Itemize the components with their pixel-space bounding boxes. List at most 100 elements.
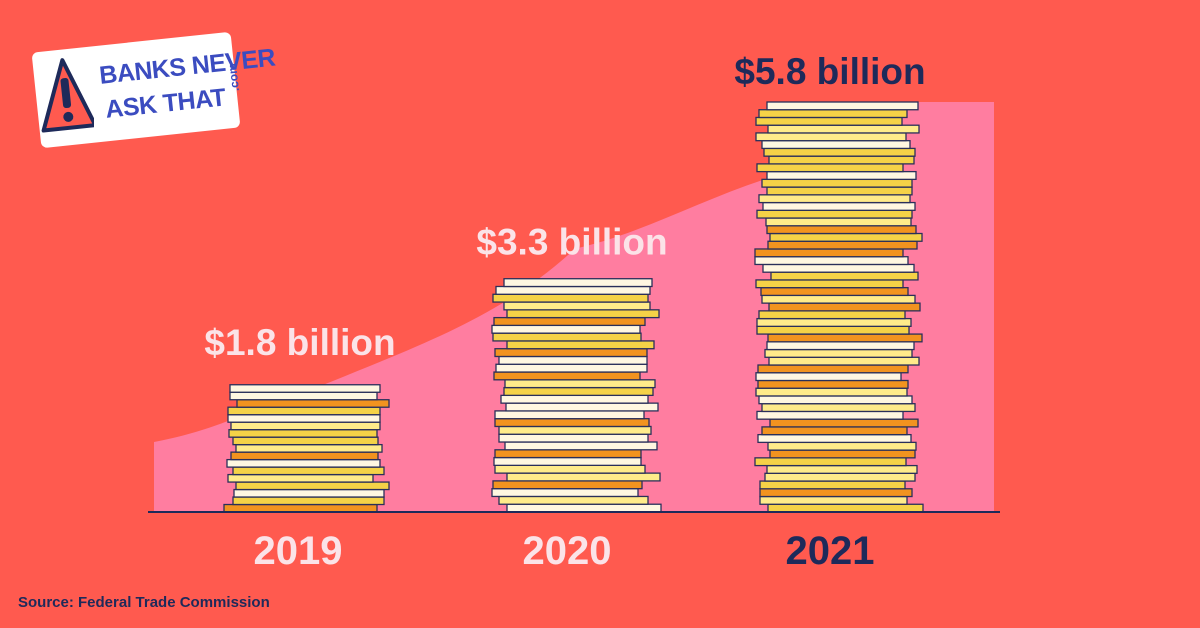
coin — [504, 379, 656, 389]
coin — [229, 384, 381, 393]
coin — [503, 278, 653, 288]
coin — [766, 170, 917, 181]
coin — [235, 481, 390, 491]
coin — [756, 325, 910, 335]
coin — [506, 309, 660, 319]
coin — [232, 436, 379, 446]
coin — [233, 488, 385, 498]
coin — [498, 355, 648, 365]
coin — [769, 232, 923, 242]
coin — [493, 371, 641, 381]
coin — [494, 464, 646, 474]
coin — [767, 333, 923, 343]
coin — [759, 488, 913, 498]
coin — [223, 503, 378, 513]
coin — [761, 140, 911, 150]
coin — [227, 473, 374, 483]
coin — [770, 271, 919, 281]
coin — [757, 364, 909, 374]
coin — [758, 194, 911, 204]
coin — [229, 391, 378, 401]
coin — [232, 466, 385, 476]
coin — [758, 109, 908, 119]
coin — [754, 457, 907, 467]
coin — [754, 256, 909, 266]
coin — [766, 101, 919, 111]
coin — [761, 178, 913, 188]
coin — [500, 394, 649, 404]
coin — [766, 225, 917, 235]
coin — [755, 116, 903, 126]
coin-stack-2019 — [223, 384, 390, 513]
year-label-2020: 2020 — [523, 529, 612, 573]
coin — [766, 464, 918, 474]
coin — [227, 414, 381, 423]
coin — [495, 363, 648, 373]
coin — [506, 472, 661, 482]
coin — [494, 418, 650, 428]
coin — [755, 387, 908, 397]
coin — [768, 302, 921, 312]
coin — [227, 406, 381, 416]
coin — [769, 449, 916, 459]
coin — [492, 332, 642, 342]
coin — [494, 449, 642, 459]
coin — [236, 399, 390, 408]
coin — [498, 433, 649, 443]
coin — [760, 287, 909, 297]
coin — [762, 263, 915, 273]
value-label-2020: $3.3 billion — [476, 222, 667, 263]
coin — [491, 324, 641, 334]
coin — [504, 441, 658, 451]
coin — [505, 402, 659, 412]
coin — [756, 209, 913, 219]
coin — [226, 458, 381, 468]
coin — [757, 433, 912, 444]
coin — [503, 301, 651, 311]
coin — [506, 340, 655, 350]
coin — [493, 456, 642, 466]
coin — [493, 316, 646, 327]
warning-icon — [41, 58, 94, 133]
value-label-2021: $5.8 billion — [734, 51, 925, 92]
coin — [756, 163, 904, 173]
coin — [758, 395, 913, 405]
coin — [763, 147, 916, 157]
coin — [761, 426, 908, 436]
coin — [767, 124, 920, 134]
coin-stack-2021 — [754, 101, 924, 513]
coin — [764, 472, 916, 482]
coin — [230, 421, 381, 431]
coin — [756, 317, 912, 327]
coin — [498, 495, 649, 505]
coin — [766, 186, 913, 196]
coin — [764, 348, 913, 358]
coin — [766, 341, 915, 351]
coin — [754, 248, 904, 258]
coin — [235, 443, 383, 453]
coin — [761, 403, 916, 413]
coin — [494, 348, 648, 358]
coin — [755, 279, 904, 289]
coin — [768, 356, 920, 366]
value-label-2019: $1.8 billion — [204, 322, 395, 363]
coin — [767, 240, 918, 250]
coin — [765, 217, 912, 227]
coin — [759, 480, 906, 490]
coin — [769, 418, 919, 428]
coin — [755, 372, 902, 382]
year-label-2019: 2019 — [254, 529, 343, 573]
coin — [228, 429, 378, 438]
coin — [491, 488, 639, 498]
coin — [498, 425, 652, 435]
coin — [230, 451, 379, 461]
coin — [767, 503, 924, 513]
coin — [503, 386, 654, 397]
brand-logo: BANKS NEVER ASK THAT .com — [31, 31, 276, 149]
coin — [768, 155, 915, 165]
coin — [758, 310, 906, 320]
coin — [767, 441, 917, 451]
coin — [759, 495, 908, 505]
coin — [756, 410, 904, 420]
